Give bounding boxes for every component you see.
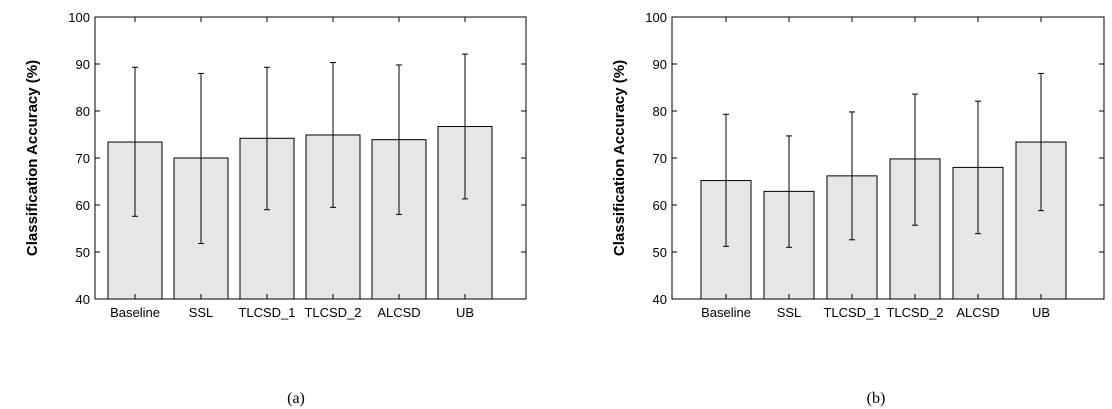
x-tick-label: TLCSD_1 bbox=[238, 305, 295, 320]
y-tick-label: 90 bbox=[76, 57, 90, 72]
y-tick-label: 60 bbox=[76, 198, 90, 213]
y-axis-label: Classification Accuracy (%) bbox=[24, 60, 41, 256]
y-tick-label: 60 bbox=[653, 198, 667, 213]
y-tick-label: 90 bbox=[653, 57, 667, 72]
x-tick-label: Baseline bbox=[110, 305, 160, 320]
y-tick-label: 100 bbox=[68, 10, 90, 25]
y-tick-label: 40 bbox=[76, 292, 90, 307]
y-tick-label: 80 bbox=[653, 104, 667, 119]
chart-panel-b: Baseline SSL TLCSD_1 TLCSD_2 ALCSD UB 40 50 60 70… bbox=[611, 10, 1105, 407]
x-tick-label: ALCSD bbox=[377, 305, 420, 320]
x-tick-label: TLCSD_2 bbox=[304, 305, 361, 320]
y-axis-label: Classification Accuracy (%) bbox=[611, 60, 628, 256]
x-tick-label: UB bbox=[1032, 305, 1050, 320]
panel-caption: (a) bbox=[287, 390, 305, 407]
x-tick-label: TLCSD_1 bbox=[823, 305, 880, 320]
x-tick-label: Baseline bbox=[701, 305, 751, 320]
x-tick-label: TLCSD_2 bbox=[886, 305, 943, 320]
chart-panel-a: Baseline SSL TLCSD_1 TLCSD_2 ALCSD UB 40 50 60 70… bbox=[24, 10, 527, 407]
bar-alcsd bbox=[371, 139, 427, 300]
x-tick-label: SSL bbox=[777, 305, 802, 320]
x-tick-label: UB bbox=[456, 305, 474, 320]
y-tick-label: 50 bbox=[653, 245, 667, 260]
panel-caption: (b) bbox=[867, 390, 886, 407]
x-tick-label: SSL bbox=[189, 305, 214, 320]
y-tick-label: 100 bbox=[645, 10, 667, 25]
x-tick-label: ALCSD bbox=[956, 305, 999, 320]
y-tick-label: 70 bbox=[76, 151, 90, 166]
y-tick-label: 40 bbox=[653, 292, 667, 307]
y-tick-label: 70 bbox=[653, 151, 667, 166]
y-tick-label: 80 bbox=[76, 104, 90, 119]
y-tick-label: 50 bbox=[76, 245, 90, 260]
